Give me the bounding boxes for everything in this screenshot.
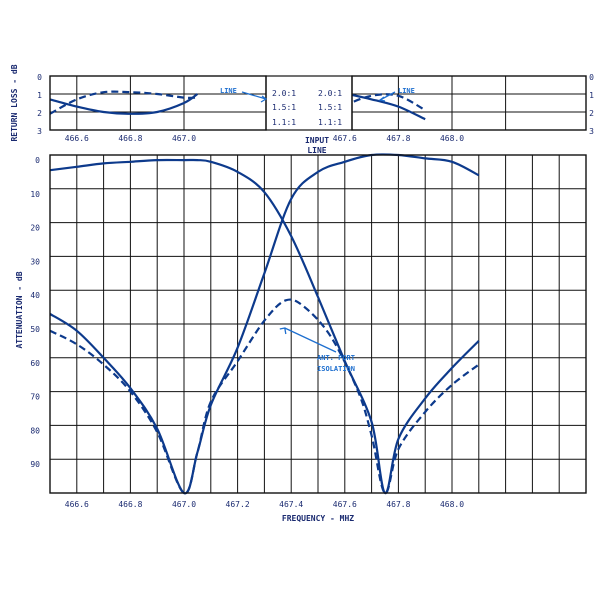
- vswr-ratio-label: 2.0:1: [272, 89, 296, 98]
- input-line-label: LINE: [307, 146, 326, 155]
- attenuation-y-tick-label: 0: [35, 156, 40, 165]
- attenuation-y-tick-label: 10: [30, 190, 40, 199]
- return-loss-curve: [49, 93, 199, 115]
- attenuation-y-tick-label: 70: [30, 393, 40, 402]
- vswr-center-box: [265, 75, 353, 131]
- return-loss-x-tick-label: 467.6: [333, 134, 357, 143]
- attenuation-axis-title: ATTENUATION - dB: [15, 271, 24, 348]
- isolation-annotation: ISOLATION: [317, 365, 355, 373]
- isolation-annotation: ANT. PORT: [317, 354, 355, 362]
- return-loss-x-tick-label: 467.0: [172, 134, 196, 143]
- return-loss-tick-labels: 0 1 2 3 0 1 2 3 466.6 466.8 467.0 467.6 467.8 468.0: [37, 73, 594, 143]
- return-loss-axis-title: RETURN LOSS - dB: [10, 64, 19, 141]
- attenuation-y-tick-label: 50: [30, 325, 40, 334]
- vswr-ratio-label: 1.5:1: [272, 103, 296, 112]
- top-line-annotation-leader: [241, 91, 268, 103]
- attenuation-curve: [49, 158, 480, 495]
- return-loss-y-tick-label: 3: [37, 127, 42, 136]
- return-loss-x-tick-label: 466.6: [65, 134, 89, 143]
- attenuation-tick-labels: 0 10 20 30 40 50 60 70 80 90 466.6 466.8 467.0 467.2 4…: [30, 156, 464, 509]
- vswr-ratio-label: 1.1:1: [318, 118, 342, 127]
- attenuation-y-tick-label: 80: [30, 426, 40, 435]
- return-loss-x-tick-label: 468.0: [440, 134, 464, 143]
- frequency-x-tick-label: 467.6: [333, 500, 357, 509]
- return-loss-right-tick-label: 3: [589, 127, 594, 136]
- frequency-x-tick-label: 467.8: [386, 500, 410, 509]
- frequency-x-tick-label: 466.8: [118, 500, 142, 509]
- frequency-x-tick-label: 468.0: [440, 500, 464, 509]
- attenuation-y-tick-label: 40: [30, 291, 40, 300]
- frequency-x-tick-label: 467.2: [226, 500, 250, 509]
- top-line-annotation: LINE: [220, 87, 237, 95]
- attenuation-y-tick-label: 30: [30, 257, 40, 266]
- return-loss-left-frame: [49, 75, 267, 131]
- attenuation-y-tick-label: 60: [30, 359, 40, 368]
- attenuation-frame: [49, 154, 587, 494]
- attenuation-y-tick-label: 20: [30, 224, 40, 233]
- frequency-x-tick-label: 467.0: [172, 500, 196, 509]
- return-loss-right-frame: [351, 75, 587, 131]
- return-loss-y-tick-label: 2: [37, 109, 42, 118]
- frequency-axis-title: FREQUENCY - MHZ: [282, 514, 354, 523]
- return-loss-y-tick-label: 0: [37, 73, 42, 82]
- attenuation-gridlines: [50, 155, 586, 493]
- return-loss-right-tick-label: 1: [589, 91, 594, 100]
- top-line-annotation: LINE: [398, 87, 415, 95]
- frequency-x-tick-label: 466.6: [65, 500, 89, 509]
- return-loss-x-tick-label: 466.8: [118, 134, 142, 143]
- attenuation-y-tick-label: 90: [30, 460, 40, 469]
- return-loss-y-tick-label: 1: [37, 91, 42, 100]
- return-loss-panel: 0 1 2 3 0 1 2 3 466.6 466.8 467.0 467.6 467.8 468.0 2…: [10, 64, 594, 155]
- return-loss-curve: [49, 90, 198, 115]
- return-loss-right-tick-label: 0: [589, 73, 594, 82]
- attenuation-curve: [49, 298, 480, 495]
- vswr-ratio-label: 2.0:1: [318, 89, 342, 98]
- top-line-annotation-leader: [378, 91, 396, 102]
- isolation-annotation-leader: [279, 327, 337, 353]
- return-loss-right-tick-label: 2: [589, 109, 594, 118]
- return-loss-x-tick-label: 467.8: [386, 134, 410, 143]
- attenuation-panel: 0 10 20 30 40 50 60 70 80 90 466.6 466.8 467.0 467.2 4…: [15, 153, 587, 523]
- input-line-label: INPUT: [305, 136, 329, 145]
- vswr-ratio-label: 1.5:1: [318, 103, 342, 112]
- vswr-ratio-label: 1.1:1: [272, 118, 296, 127]
- frequency-x-tick-label: 467.4: [279, 500, 303, 509]
